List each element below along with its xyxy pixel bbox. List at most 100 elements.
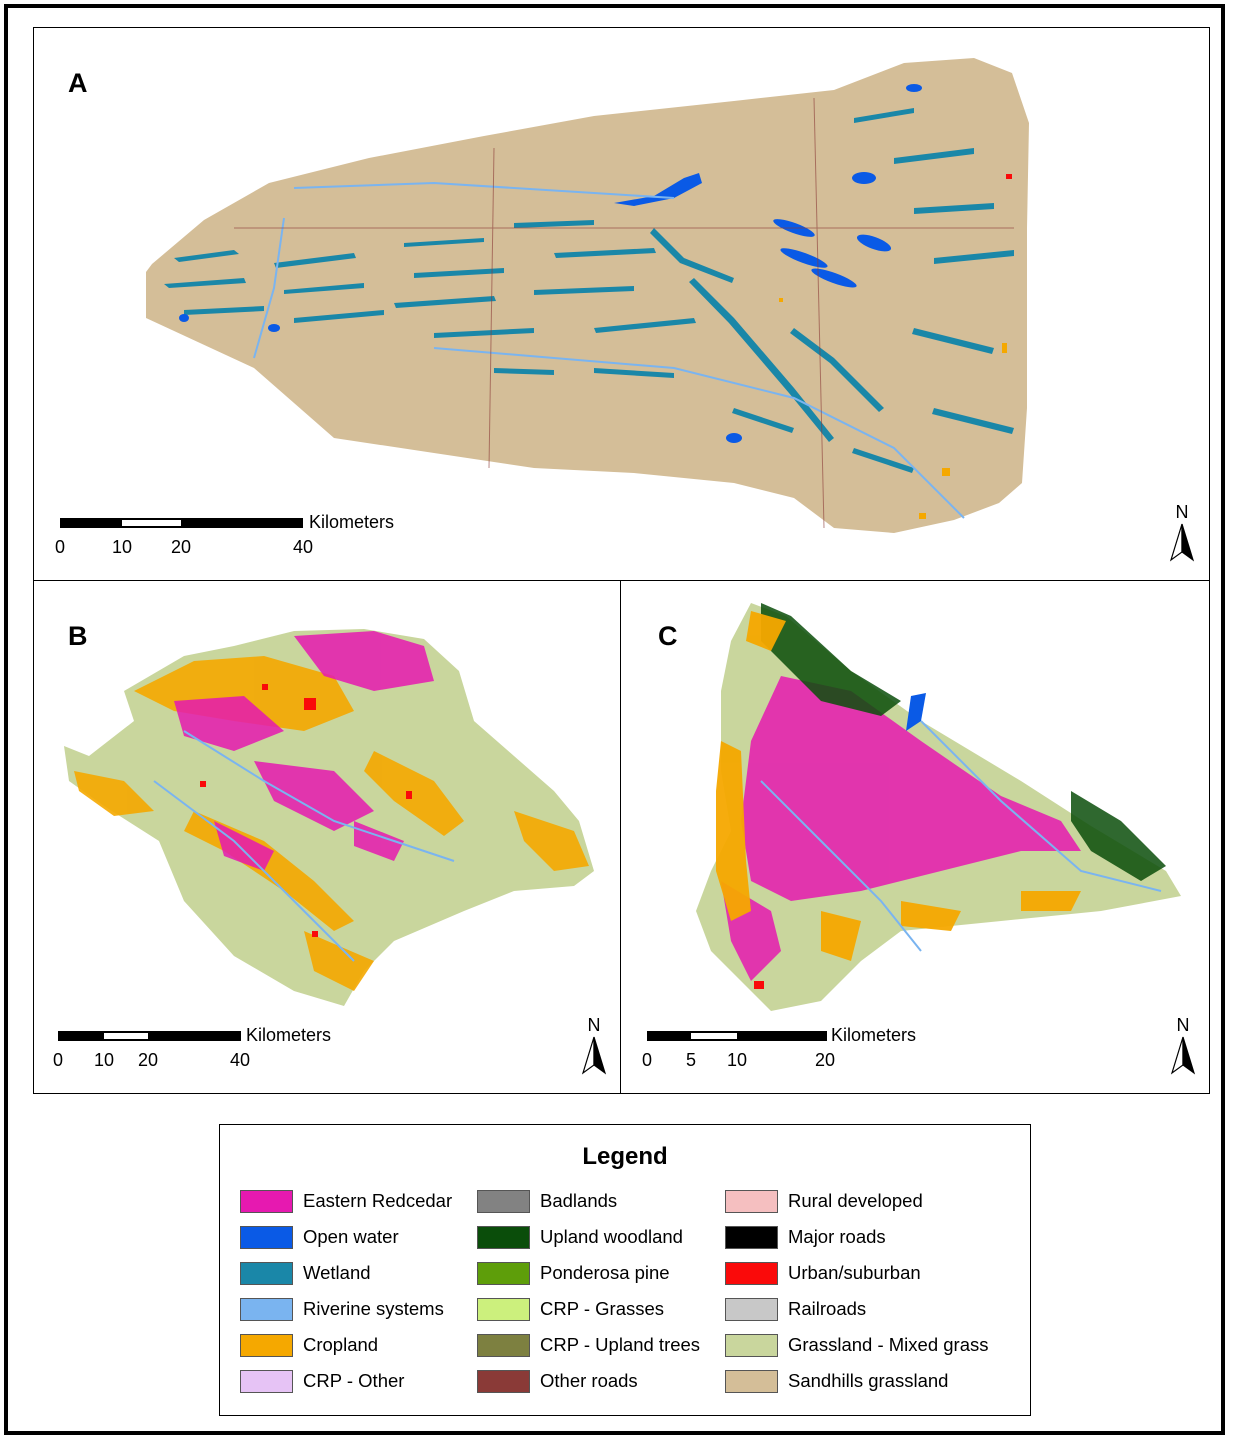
cropland-b [74,656,589,991]
north-arrow-icon: N [1170,1015,1196,1075]
legend-item: Sandhills grassland [725,1368,948,1394]
legend-swatch [240,1369,293,1393]
legend-item: Railroads [725,1296,866,1322]
scale-tick-b-1: 10 [94,1050,114,1070]
scale-unit-c: Kilometers [831,1025,916,1045]
legend-swatch [240,1261,293,1285]
scale-tick-a-2: 20 [171,537,191,557]
legend-item: Badlands [477,1188,617,1214]
legend-label: Cropland [303,1334,379,1355]
urban-b [200,684,412,937]
legend-item: CRP - Grasses [477,1296,664,1322]
panel-label-c: C [658,621,678,651]
legend-label: CRP - Other [303,1370,405,1391]
scale-tick-b-2: 20 [138,1050,158,1070]
open-water-c [906,693,926,731]
legend-label: Grassland - Mixed grass [788,1334,989,1355]
legend-item: Eastern Redcedar [240,1188,452,1214]
scale-bar-a: Kilometers 0 10 20 40 [55,512,394,557]
north-label-c: N [1177,1015,1190,1035]
wetland-features-a [164,108,1014,473]
legend-item: Rural developed [725,1188,923,1214]
legend-item: CRP - Other [240,1368,404,1394]
redcedar-b [174,631,434,871]
cropland-c [716,611,1081,961]
legend-item: Urban/suburban [725,1260,921,1286]
legend-label: Urban/suburban [788,1262,921,1283]
legend-label: CRP - Upland trees [540,1334,701,1355]
map-b: Kilometers 0 10 20 40 N [53,629,607,1075]
legend-label: CRP - Grasses [540,1298,665,1319]
legend-item: Grassland - Mixed grass [725,1332,988,1358]
legend-label: Open water [303,1226,399,1247]
legend-item: Cropland [240,1332,378,1358]
legend-item: Ponderosa pine [477,1260,670,1286]
map-c: Kilometers 0 5 10 20 N [642,603,1196,1075]
legend-item: Open water [240,1224,399,1250]
north-label-b: N [588,1015,601,1035]
scale-unit-a: Kilometers [309,512,394,532]
legend-swatch [725,1333,778,1357]
open-water-features-a [179,84,922,443]
scale-tick-c-1: 5 [686,1050,696,1070]
legend-swatch [477,1297,530,1321]
legend-swatch [725,1369,778,1393]
legend-label: Major roads [788,1226,886,1247]
panel-label-b: B [68,621,88,651]
legend-label: Badlands [540,1190,618,1211]
legend-swatch [240,1225,293,1249]
scale-tick-b-3: 40 [230,1050,250,1070]
region-a-sandhills [146,58,1029,533]
scale-tick-a-3: 40 [293,537,313,557]
scale-tick-b-0: 0 [53,1050,63,1070]
legend-label: Ponderosa pine [540,1262,670,1283]
legend-item: CRP - Upland trees [477,1332,700,1358]
legend-title: Legend [582,1143,668,1170]
legend-label: Upland woodland [540,1226,683,1247]
panel-label-a: A [68,68,88,98]
legend-swatch [477,1369,530,1393]
legend-label: Wetland [303,1262,371,1283]
legend-item: Major roads [725,1224,886,1250]
scale-bar-b: Kilometers 0 10 20 40 [53,1025,331,1070]
north-label-a: N [1176,502,1189,522]
legend-swatch [477,1225,530,1249]
legend-label: Eastern Redcedar [303,1190,453,1211]
cropland-spots-a [779,298,1007,519]
map-panel-a: A [33,27,1210,581]
riverine-c [760,720,1162,952]
figure-frame [4,4,1225,1435]
map-panel-c: C Kilometers [620,580,1210,1094]
urban-c [754,981,764,989]
legend-label: Riverine systems [303,1298,444,1319]
legend-item: Riverine systems [240,1296,444,1322]
scale-unit-b: Kilometers [246,1025,331,1045]
scale-tick-c-2: 10 [727,1050,747,1070]
legend-label: Other roads [540,1370,638,1391]
scale-tick-c-3: 20 [815,1050,835,1070]
scale-bar-c: Kilometers 0 5 10 20 [642,1025,916,1070]
riverine-features-a [253,181,965,519]
riverine-b [153,730,455,962]
legend-swatch [477,1261,530,1285]
legend-swatch [240,1333,293,1357]
legend-item: Upland woodland [477,1224,683,1250]
map-legend: Legend Eastern Redcedar Open water Wetland… [219,1124,1031,1416]
road-features-a [234,97,1014,529]
legend-swatch [240,1189,293,1213]
scale-tick-c-0: 0 [642,1050,652,1070]
legend-item: Other roads [477,1368,638,1394]
north-arrow-icon: N [581,1015,607,1075]
urban-spots-a [1006,174,1012,179]
legend-swatch [725,1189,778,1213]
map-a: Kilometers 0 10 20 40 N [55,58,1195,562]
scale-tick-a-1: 10 [112,537,132,557]
legend-swatch [725,1297,778,1321]
legend-swatch [725,1261,778,1285]
woodland-c [761,603,1166,881]
legend-swatch [477,1189,530,1213]
north-arrow-icon: N [1169,502,1195,562]
legend-swatch [240,1297,293,1321]
legend-label: Rural developed [788,1190,923,1211]
scale-tick-a-0: 0 [55,537,65,557]
